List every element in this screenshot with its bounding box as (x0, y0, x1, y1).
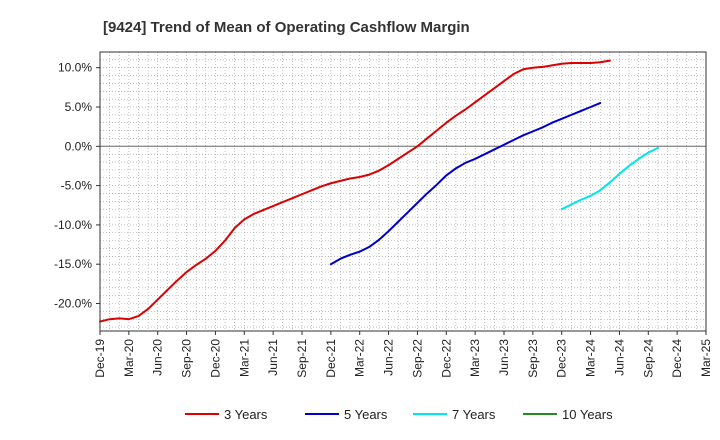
series-line (99, 59, 611, 323)
x-tick-label: Dec-22 (439, 339, 453, 378)
x-tick-label: Dec-19 (93, 339, 107, 378)
x-tick-label: Sep-21 (295, 339, 309, 378)
x-tick-label: Sep-22 (410, 339, 424, 378)
x-tick-label: Mar-21 (237, 339, 251, 377)
x-tick-label: Jun-22 (382, 339, 396, 376)
x-axis-ticks: Dec-19 Mar-20 Jun-20 Sep-20 Dec-20 Mar-21 Jun-… (93, 331, 713, 378)
legend: 3 Years 5 Years 7 Years 10 Years (185, 407, 613, 422)
legend-label: 7 Years (452, 407, 496, 422)
x-tick-label: Dec-21 (324, 339, 338, 378)
y-tick-label: -15.0% (54, 257, 92, 271)
y-axis-ticks: 10.0% 5.0% 0.0% -5.0% -10.0% -15.0% -20.0% (54, 61, 100, 310)
x-tick-label: Dec-23 (555, 339, 569, 378)
x-tick-label: Sep-20 (180, 339, 194, 378)
x-tick-label: Mar-24 (584, 339, 598, 377)
chart-title: [9424] Trend of Mean of Operating Cashfl… (103, 19, 470, 36)
plot-frame (99, 51, 707, 332)
x-tick-label: Dec-24 (670, 339, 684, 378)
y-tick-label: -10.0% (54, 218, 92, 232)
x-tick-label: Jun-21 (266, 339, 280, 376)
legend-label: 10 Years (562, 407, 613, 422)
series-layer (99, 59, 659, 323)
x-tick-label: Mar-20 (122, 339, 136, 377)
x-tick-label: Mar-22 (353, 339, 367, 377)
y-tick-label: -20.0% (54, 296, 92, 310)
series-line (560, 146, 659, 211)
x-tick-label: Jun-24 (612, 339, 626, 376)
series-line (329, 102, 602, 266)
x-tick-label: Dec-20 (208, 339, 222, 378)
y-tick-label: -5.0% (61, 179, 93, 193)
x-tick-label: Sep-23 (526, 339, 540, 378)
x-tick-label: Sep-24 (641, 339, 655, 378)
x-tick-label: Mar-23 (468, 339, 482, 377)
y-tick-label: 0.0% (65, 139, 93, 153)
y-tick-label: 10.0% (58, 61, 92, 75)
legend-label: 5 Years (344, 407, 388, 422)
x-tick-label: Jun-20 (151, 339, 165, 376)
plot-area (100, 52, 706, 331)
legend-label: 3 Years (224, 407, 268, 422)
y-tick-label: 5.0% (65, 100, 93, 114)
x-tick-label: Jun-23 (497, 339, 511, 376)
x-tick-label: Mar-25 (699, 339, 713, 377)
